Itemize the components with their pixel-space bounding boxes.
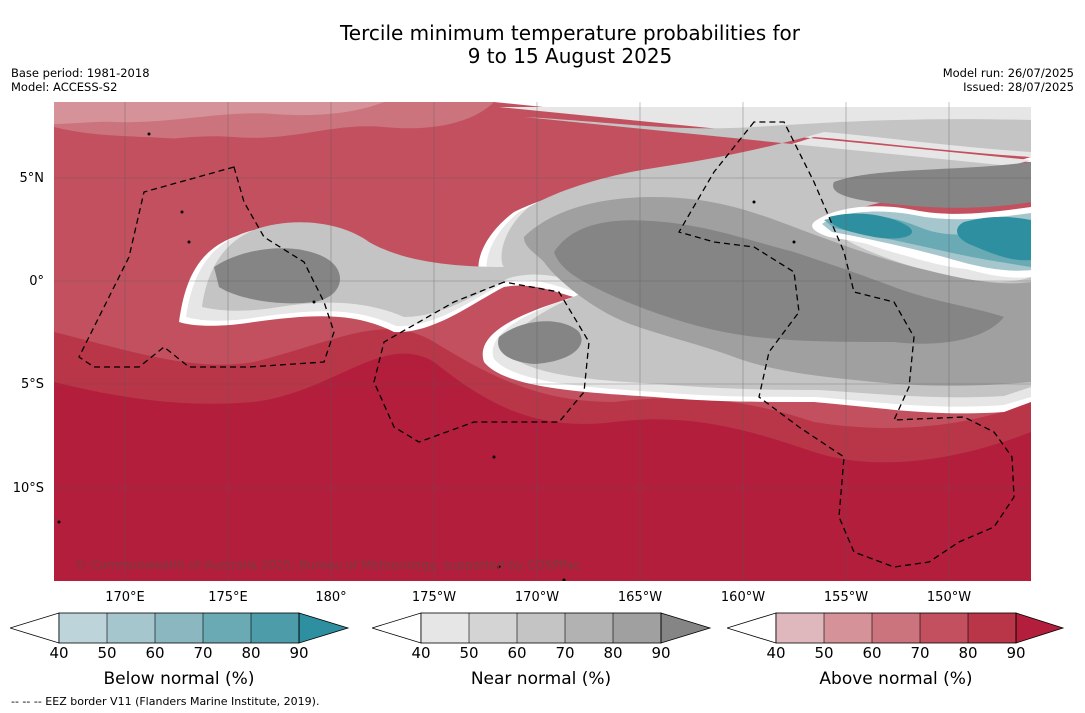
tick: 80 <box>603 644 623 662</box>
lon-label-175w: 175°W <box>411 590 457 605</box>
tick: 40 <box>766 644 786 662</box>
chart-title: Tercile minimum temperature probabilitie… <box>0 22 1085 68</box>
colorbar-below-label: Below normal (%) <box>103 669 255 689</box>
tick: 90 <box>651 644 671 662</box>
tick: 40 <box>411 644 431 662</box>
title-line-1: Tercile minimum temperature probabilitie… <box>339 21 801 45</box>
tick: 70 <box>910 644 930 662</box>
lat-label-10s: 10°S <box>12 481 44 496</box>
below-normal-90-core-1 <box>829 213 913 239</box>
copyright-text: © Commonwealth of Australia 2025, Bureau… <box>75 558 581 572</box>
probability-map <box>54 102 1031 582</box>
eez-borders <box>78 121 1015 568</box>
tick: 90 <box>1006 644 1026 662</box>
tick: 60 <box>507 644 527 662</box>
model-run-text: Model run: 26/07/2025 <box>942 66 1074 80</box>
tick: 50 <box>814 644 834 662</box>
lon-label-175e: 175°E <box>208 590 248 605</box>
islands <box>57 132 796 582</box>
near-normal-90-core-east <box>554 220 1004 344</box>
meta-left: Base period: 1981-2018 Model: ACCESS-S2 <box>11 66 150 94</box>
lon-label-150w: 150°W <box>926 590 972 605</box>
issued-text: Issued: 28/07/2025 <box>963 80 1074 94</box>
lat-label-5s: 5°S <box>20 377 44 392</box>
colorbar-below-ticks: 40 50 60 70 80 90 <box>10 644 350 664</box>
model-text: Model: ACCESS-S2 <box>11 80 118 94</box>
lon-label-170w: 170°W <box>514 590 560 605</box>
colorbar-above <box>727 612 1065 644</box>
lon-label-155w: 155°W <box>823 590 869 605</box>
above-north-strip-light <box>54 102 384 124</box>
lon-label-165w: 165°W <box>617 590 663 605</box>
tick: 60 <box>862 644 882 662</box>
tick: 90 <box>289 644 309 662</box>
colorbar-below <box>10 612 350 644</box>
colorbar-above-label: Above normal (%) <box>819 669 973 689</box>
lon-label-180: 180° <box>315 590 347 605</box>
tick: 40 <box>49 644 69 662</box>
colorbar-near-ticks: 40 50 60 70 80 90 <box>372 644 712 664</box>
meta-right: Model run: 26/07/2025 Issued: 28/07/2025 <box>943 66 1074 94</box>
tick: 60 <box>145 644 165 662</box>
base-period-text: Base period: 1981-2018 <box>11 66 150 80</box>
tick: 70 <box>193 644 213 662</box>
colorbar-near-label: Near normal (%) <box>470 669 612 689</box>
tick: 80 <box>958 644 978 662</box>
title-line-2: 9 to 15 August 2025 <box>467 44 673 68</box>
lon-label-170e: 170°E <box>105 590 145 605</box>
near-normal-90-core-west <box>214 248 341 304</box>
near-normal-90-core-south <box>498 321 582 364</box>
tick: 80 <box>241 644 261 662</box>
lon-label-160w: 160°W <box>720 590 766 605</box>
tick: 70 <box>555 644 575 662</box>
lat-label-0: 0° <box>29 274 44 289</box>
colorbar-above-ticks: 40 50 60 70 80 90 <box>727 644 1067 664</box>
tick: 50 <box>459 644 479 662</box>
lat-label-5n: 5°N <box>19 171 45 186</box>
map-svg <box>54 102 1031 582</box>
below-normal-90-core-2 <box>957 216 1031 261</box>
near-normal-90-core-north <box>833 162 1031 208</box>
colorbar-near <box>372 612 712 644</box>
tick: 50 <box>97 644 117 662</box>
above-north-strip-2 <box>54 127 234 158</box>
eez-footnote: -- -- -- EEZ border V11 (Flanders Marine… <box>11 695 320 708</box>
